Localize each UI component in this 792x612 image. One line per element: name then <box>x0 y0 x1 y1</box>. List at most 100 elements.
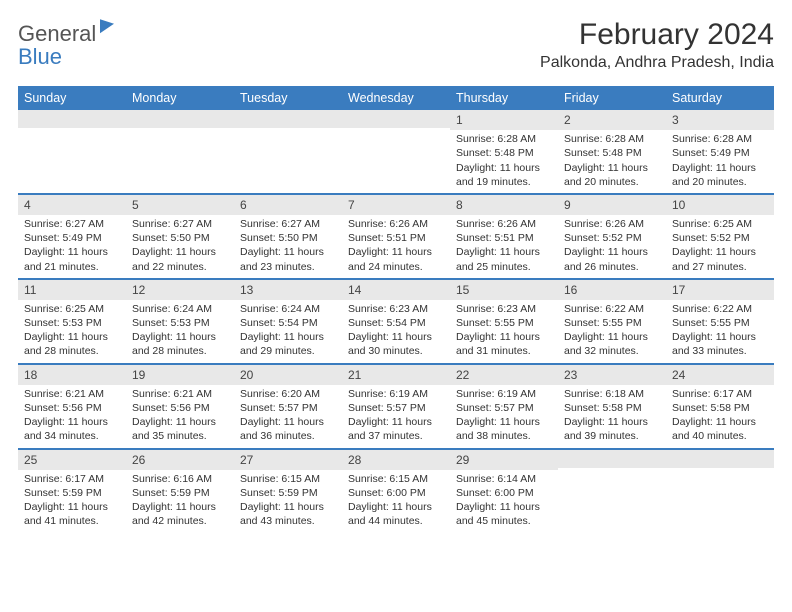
weekday-header-row: Sunday Monday Tuesday Wednesday Thursday… <box>18 86 774 108</box>
day-content: Sunrise: 6:26 AMSunset: 5:51 PMDaylight:… <box>450 215 558 278</box>
day-content: Sunrise: 6:23 AMSunset: 5:55 PMDaylight:… <box>450 300 558 363</box>
day-cell: 23Sunrise: 6:18 AMSunset: 5:58 PMDayligh… <box>558 365 666 448</box>
daylight-line2: and 33 minutes. <box>672 344 768 358</box>
daylight-line2: and 27 minutes. <box>672 260 768 274</box>
week-row: 25 Sunrise: 6:17 AM Sunset: 5:59 PM Dayligh… <box>18 448 774 533</box>
sunset-text: Sunset: 5:57 PM <box>456 401 552 415</box>
daylight-line2: and 43 minutes. <box>240 514 336 528</box>
day-number: 4 <box>18 195 126 215</box>
day-content: Sunrise: 6:24 AMSunset: 5:54 PMDaylight:… <box>234 300 342 363</box>
daylight-line1: Daylight: 11 hours <box>24 500 120 514</box>
day-number: 24 <box>666 365 774 385</box>
sunset-text: Sunset: 5:58 PM <box>672 401 768 415</box>
sunrise-text: Sunrise: 6:18 AM <box>564 387 660 401</box>
brand-text-2: Blue <box>18 44 62 70</box>
daylight-line1: Daylight: 11 hours <box>672 415 768 429</box>
sunset-text: Sunset: 5:57 PM <box>240 401 336 415</box>
sunrise-text: Sunrise: 6:26 AM <box>348 217 444 231</box>
daylight-line2: and 21 minutes. <box>24 260 120 274</box>
daylight-line1: Daylight: 11 hours <box>348 500 444 514</box>
day-number: 3 <box>666 110 774 130</box>
sunset-text: Sunset: 5:58 PM <box>564 401 660 415</box>
day-content: Sunrise: 6:22 AMSunset: 5:55 PMDaylight:… <box>558 300 666 363</box>
daylight-line1: Daylight: 11 hours <box>456 500 552 514</box>
sunset-text: Sunset: 5:51 PM <box>456 231 552 245</box>
day-number <box>234 110 342 128</box>
day-number <box>126 110 234 128</box>
day-number: 8 <box>450 195 558 215</box>
sunset-text: Sunset: 5:55 PM <box>564 316 660 330</box>
weekday-thursday: Thursday <box>450 88 558 108</box>
weekday-friday: Friday <box>558 88 666 108</box>
day-cell: 2Sunrise: 6:28 AMSunset: 5:48 PMDaylight… <box>558 110 666 193</box>
day-number: 25 <box>18 450 126 470</box>
daylight-line2: and 20 minutes. <box>564 175 660 189</box>
daylight-line2: and 36 minutes. <box>240 429 336 443</box>
day-number: 9 <box>558 195 666 215</box>
calendar: Sunday Monday Tuesday Wednesday Thursday… <box>18 86 774 532</box>
header: General Blue February 2024 Palkonda, And… <box>18 18 774 72</box>
day-cell: 24Sunrise: 6:17 AMSunset: 5:58 PMDayligh… <box>666 365 774 448</box>
sunset-text: Sunset: 5:49 PM <box>672 146 768 160</box>
day-number: 19 <box>126 365 234 385</box>
sunset-text: Sunset: 5:52 PM <box>672 231 768 245</box>
weeks-container: 1Sunrise: 6:28 AMSunset: 5:48 PMDaylight… <box>18 108 774 532</box>
daylight-line2: and 35 minutes. <box>132 429 228 443</box>
daylight-line2: and 39 minutes. <box>564 429 660 443</box>
day-cell: 5Sunrise: 6:27 AMSunset: 5:50 PMDaylight… <box>126 195 234 278</box>
daylight-line1: Daylight: 11 hours <box>564 245 660 259</box>
day-content: Sunrise: 6:20 AMSunset: 5:57 PMDaylight:… <box>234 385 342 448</box>
day-number: 2 <box>558 110 666 130</box>
daylight-line2: and 19 minutes. <box>456 175 552 189</box>
daylight-line1: Daylight: 11 hours <box>132 245 228 259</box>
sunrise-text: Sunrise: 6:24 AM <box>240 302 336 316</box>
day-content: Sunrise: 6:25 AMSunset: 5:52 PMDaylight:… <box>666 215 774 278</box>
sunset-text: Sunset: 5:59 PM <box>132 486 228 500</box>
day-number: 10 <box>666 195 774 215</box>
day-number: 21 <box>342 365 450 385</box>
day-number: 1 <box>450 110 558 130</box>
location-text: Palkonda, Andhra Pradesh, India <box>540 54 774 72</box>
day-number: 20 <box>234 365 342 385</box>
daylight-line1: Daylight: 11 hours <box>348 330 444 344</box>
sunrise-text: Sunrise: 6:16 AM <box>132 472 228 486</box>
weekday-sunday: Sunday <box>18 88 126 108</box>
day-number: 26 <box>126 450 234 470</box>
daylight-line2: and 28 minutes. <box>132 344 228 358</box>
sunset-text: Sunset: 5:54 PM <box>348 316 444 330</box>
day-number: 11 <box>18 280 126 300</box>
logo-triangle-icon <box>100 17 114 33</box>
day-cell: 22Sunrise: 6:19 AMSunset: 5:57 PMDayligh… <box>450 365 558 448</box>
sunset-text: Sunset: 5:56 PM <box>24 401 120 415</box>
day-content: Sunrise: 6:17 AMSunset: 5:58 PMDaylight:… <box>666 385 774 448</box>
sunrise-text: Sunrise: 6:14 AM <box>456 472 552 486</box>
day-number: 13 <box>234 280 342 300</box>
sunrise-text: Sunrise: 6:22 AM <box>672 302 768 316</box>
sunrise-text: Sunrise: 6:23 AM <box>456 302 552 316</box>
day-content: Sunrise: 6:21 AMSunset: 5:56 PMDaylight:… <box>18 385 126 448</box>
sunrise-text: Sunrise: 6:15 AM <box>240 472 336 486</box>
day-number: 23 <box>558 365 666 385</box>
day-cell: 26Sunrise: 6:16 AMSunset: 5:59 PMDayligh… <box>126 450 234 533</box>
sunrise-text: Sunrise: 6:28 AM <box>672 132 768 146</box>
sunrise-text: Sunrise: 6:25 AM <box>24 302 120 316</box>
day-content: Sunrise: 6:21 AMSunset: 5:56 PMDaylight:… <box>126 385 234 448</box>
day-content: Sunrise: 6:24 AMSunset: 5:53 PMDaylight:… <box>126 300 234 363</box>
day-content: Sunrise: 6:15 AMSunset: 5:59 PMDaylight:… <box>234 470 342 533</box>
sunset-text: Sunset: 5:55 PM <box>456 316 552 330</box>
day-content: Sunrise: 6:19 AMSunset: 5:57 PMDaylight:… <box>342 385 450 448</box>
sunset-text: Sunset: 5:57 PM <box>348 401 444 415</box>
daylight-line1: Daylight: 11 hours <box>564 330 660 344</box>
day-content: Sunrise: 6:26 AMSunset: 5:51 PMDaylight:… <box>342 215 450 278</box>
daylight-line2: and 37 minutes. <box>348 429 444 443</box>
sunrise-text: Sunrise: 6:22 AM <box>564 302 660 316</box>
sunrise-text: Sunrise: 6:17 AM <box>24 472 120 486</box>
day-cell: 14Sunrise: 6:23 AMSunset: 5:54 PMDayligh… <box>342 280 450 363</box>
sunset-text: Sunset: 5:51 PM <box>348 231 444 245</box>
title-block: February 2024 Palkonda, Andhra Pradesh, … <box>540 18 774 72</box>
day-cell: 13Sunrise: 6:24 AMSunset: 5:54 PMDayligh… <box>234 280 342 363</box>
day-cell: 19Sunrise: 6:21 AMSunset: 5:56 PMDayligh… <box>126 365 234 448</box>
sunrise-text: Sunrise: 6:23 AM <box>348 302 444 316</box>
sunrise-text: Sunrise: 6:26 AM <box>456 217 552 231</box>
daylight-line1: Daylight: 11 hours <box>456 245 552 259</box>
